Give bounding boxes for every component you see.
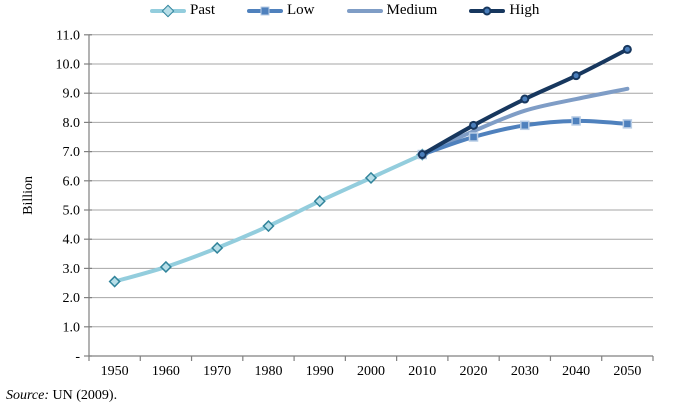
- legend-item-medium: Medium: [346, 2, 438, 18]
- past-data-point: [211, 241, 224, 255]
- high-data-point: [520, 94, 530, 104]
- x-tick-label: 1950: [101, 364, 129, 379]
- low-data-point: [622, 119, 633, 129]
- series-past-line: [112, 152, 425, 284]
- high-data-point: [417, 150, 427, 160]
- low-data-point: [468, 132, 479, 142]
- y-tick-label: 1.0: [63, 320, 81, 335]
- high-series-swatch: [469, 4, 506, 18]
- low-series-swatch: [247, 4, 284, 18]
- y-tick-label: 4.0: [63, 233, 81, 248]
- past-data-point: [159, 260, 172, 274]
- series-medium-line: [420, 86, 630, 157]
- high-data-point: [571, 71, 581, 81]
- high-data-point: [469, 120, 479, 130]
- x-tick-label: 1960: [152, 364, 180, 379]
- past-data-point: [262, 219, 275, 233]
- y-axis-title: Billion: [21, 176, 36, 215]
- legend-label-high: High: [509, 2, 540, 18]
- y-tick-label: 2.0: [63, 291, 81, 306]
- legend-label-medium: Medium: [386, 2, 438, 18]
- legend-item-past: Past: [150, 3, 215, 18]
- source-note-text: UN (2009).: [49, 388, 118, 403]
- y-tick-label: 6.0: [63, 174, 81, 189]
- y-tick-label: 7.0: [63, 145, 81, 160]
- y-tick-label: 10.0: [56, 58, 81, 73]
- x-tick-label: 2010: [408, 364, 436, 379]
- legend-item-low: Low: [247, 3, 315, 18]
- square-marker-icon: [260, 6, 270, 15]
- legend-label-low: Low: [287, 2, 315, 18]
- x-tick-label: 2020: [460, 364, 488, 379]
- legend: Past Low Medium High: [150, 3, 539, 18]
- low-data-point: [571, 116, 581, 126]
- x-tick-label: 1990: [306, 364, 334, 379]
- x-tick-label: 2050: [613, 364, 641, 379]
- x-tick-label: 1970: [203, 364, 231, 379]
- y-tick-label: 11.0: [56, 28, 80, 43]
- legend-item-high: High: [469, 3, 539, 18]
- x-tick-label: 1980: [254, 364, 282, 379]
- past-data-point: [364, 171, 378, 184]
- source-note: Source: UN (2009).: [6, 388, 117, 404]
- legend-label-past: Past: [190, 2, 216, 18]
- x-tick-label: 2040: [562, 364, 590, 379]
- past-series-swatch: [150, 4, 186, 18]
- y-tick-label: -: [75, 350, 80, 365]
- x-tick-label: 2030: [511, 364, 539, 379]
- medium-series-swatch: [346, 4, 383, 18]
- past-data-point: [313, 195, 326, 208]
- y-tick-label: 9.0: [63, 87, 81, 102]
- y-tick-label: 8.0: [63, 116, 81, 131]
- y-tick-label: 5.0: [63, 204, 81, 219]
- medium-line-icon: [346, 8, 383, 13]
- dot-marker-icon: [482, 6, 492, 15]
- x-tick-label: 2000: [357, 364, 385, 379]
- past-data-point: [108, 275, 121, 288]
- source-note-prefix: Source:: [6, 388, 50, 403]
- high-data-point: [622, 44, 632, 54]
- low-data-point: [520, 120, 530, 131]
- y-tick-label: 3.0: [63, 262, 81, 277]
- diamond-marker-icon: [161, 4, 175, 17]
